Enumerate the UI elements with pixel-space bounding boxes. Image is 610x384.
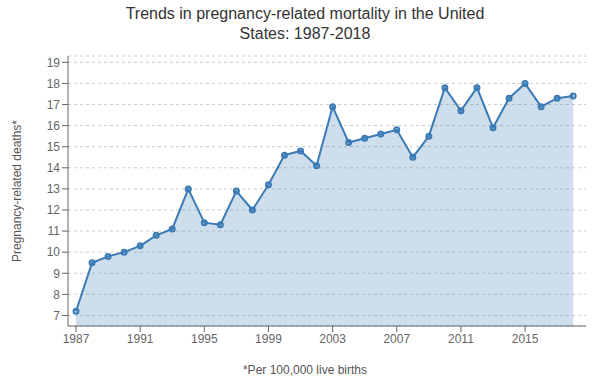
svg-text:2011: 2011 bbox=[448, 332, 474, 346]
svg-text:14: 14 bbox=[47, 161, 61, 175]
svg-text:18: 18 bbox=[47, 77, 61, 91]
svg-text:2003: 2003 bbox=[319, 332, 346, 346]
svg-text:1995: 1995 bbox=[191, 332, 218, 346]
svg-text:19: 19 bbox=[47, 56, 61, 70]
svg-text:1999: 1999 bbox=[255, 332, 282, 346]
svg-text:13: 13 bbox=[47, 182, 61, 196]
html-text:Trends in pregnancy-related mo: Trends in pregnancy-related mortality in… bbox=[125, 5, 485, 42]
svg-text:9: 9 bbox=[53, 267, 60, 281]
svg-text:12: 12 bbox=[47, 203, 61, 217]
svg-text:8: 8 bbox=[53, 288, 60, 302]
svg-text:2015: 2015 bbox=[512, 332, 539, 346]
svg-text:17: 17 bbox=[47, 98, 61, 112]
svg-text:15: 15 bbox=[47, 140, 61, 154]
html-text:*Per 100,000 live births: *Per 100,000 live births bbox=[243, 363, 367, 377]
svg-text:10: 10 bbox=[47, 245, 61, 259]
svg-text:2007: 2007 bbox=[383, 332, 410, 346]
svg-text:Pregnancy-related deaths*: Pregnancy-related deaths* bbox=[10, 120, 24, 262]
svg-text:11: 11 bbox=[48, 224, 61, 238]
svg-text:1991: 1991 bbox=[127, 332, 154, 346]
svg-text:1987: 1987 bbox=[63, 332, 90, 346]
svg-text:16: 16 bbox=[47, 119, 61, 133]
svg-text:7: 7 bbox=[53, 309, 60, 323]
